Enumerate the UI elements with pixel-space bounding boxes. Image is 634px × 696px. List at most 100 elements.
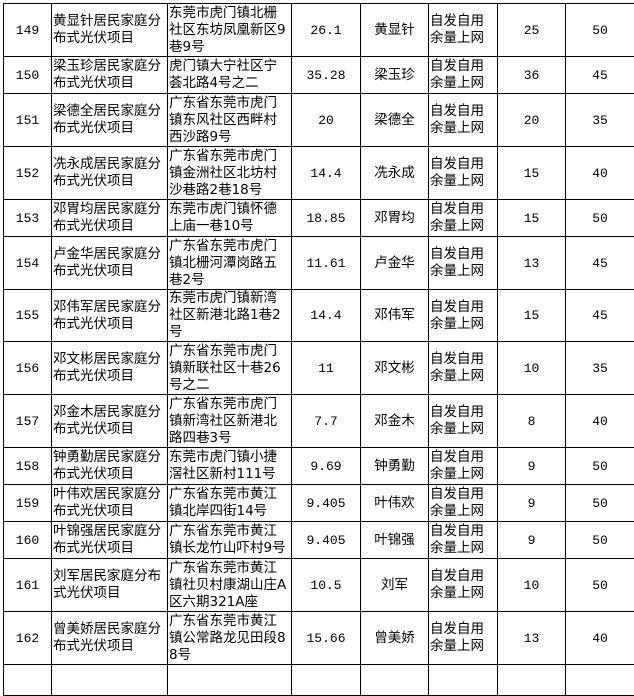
address-cell: 广东省东莞市黄江镇长龙竹山吓村9号: [168, 522, 292, 559]
capacity-cell: 10.5: [292, 559, 361, 612]
value-b-cell: 50: [566, 559, 634, 612]
capacity-cell: 11.61: [292, 237, 361, 290]
grid-mode-cell: 自发自用余量上网: [429, 147, 498, 200]
capacity-cell: 7.7: [292, 395, 361, 448]
owner-name-cell: 卢金华: [361, 237, 429, 290]
capacity-cell: 26.1: [292, 4, 361, 57]
project-name-cell: 邓金木居民家庭分布式光伏项目: [52, 395, 168, 448]
address-cell: 广东省东莞市虎门镇东风社区西畔村西沙路9号: [168, 94, 292, 147]
capacity-cell: 9.405: [292, 485, 361, 522]
grid-mode-cell: 自发自用余量上网: [429, 290, 498, 342]
value-a-cell: 8: [498, 395, 566, 448]
address-cell: 广东省东莞市虎门镇新联社区十巷26号之二: [168, 342, 292, 395]
value-a-cell: 9: [498, 448, 566, 485]
value-a-cell: 36: [498, 57, 566, 94]
value-b-cell: 35: [566, 342, 634, 395]
value-b-cell: 45: [566, 57, 634, 94]
grid-mode-cell: 自发自用余量上网: [429, 612, 498, 665]
value-a-cell: 25: [498, 4, 566, 57]
grid-mode-cell: 自发自用余量上网: [429, 342, 498, 395]
project-name-cell: 邓伟军居民家庭分布式光伏项目: [52, 290, 168, 342]
empty-cell: [52, 665, 168, 696]
capacity-cell: 9.405: [292, 522, 361, 559]
empty-cell: [292, 665, 361, 696]
owner-name-cell: 黄显针: [361, 4, 429, 57]
row-number-cell: 161: [4, 559, 52, 612]
address-cell: 虎门镇大宁社区宁荟北路4号之二: [168, 57, 292, 94]
empty-cell: [498, 665, 566, 696]
row-number-cell: 155: [4, 290, 52, 342]
value-b-cell: 50: [566, 485, 634, 522]
row-number-cell: 149: [4, 4, 52, 57]
value-a-cell: 10: [498, 559, 566, 612]
owner-name-cell: 钟勇勤: [361, 448, 429, 485]
owner-name-cell: 邓伟军: [361, 290, 429, 342]
capacity-cell: 35.28: [292, 57, 361, 94]
row-number-cell: 153: [4, 200, 52, 237]
project-name-cell: 梁玉珍居民家庭分布式光伏项目: [52, 57, 168, 94]
row-number-cell: 162: [4, 612, 52, 665]
value-a-cell: 15: [498, 200, 566, 237]
capacity-cell: 15.66: [292, 612, 361, 665]
project-name-cell: 刘军居民家庭分布式光伏项目: [52, 559, 168, 612]
value-b-cell: 35: [566, 94, 634, 147]
row-number-cell: 160: [4, 522, 52, 559]
project-name-cell: 叶锦强居民家庭分布式光伏项目: [52, 522, 168, 559]
capacity-cell: 18.85: [292, 200, 361, 237]
address-cell: 东莞市虎门镇新湾社区新港北路1巷2号: [168, 290, 292, 342]
grid-mode-cell: 自发自用余量上网: [429, 94, 498, 147]
value-a-cell: 13: [498, 237, 566, 290]
grid-mode-cell: 自发自用余量上网: [429, 522, 498, 559]
grid-mode-cell: 自发自用余量上网: [429, 57, 498, 94]
empty-cell: [361, 665, 429, 696]
address-cell: 广东省东莞市黄江镇北岸四街14号: [168, 485, 292, 522]
owner-name-cell: 梁德全: [361, 94, 429, 147]
capacity-cell: 9.69: [292, 448, 361, 485]
row-number-cell: 151: [4, 94, 52, 147]
value-a-cell: 15: [498, 290, 566, 342]
table-row-partial: [4, 665, 634, 696]
project-name-cell: 邓胃均居民家庭分布式光伏项目: [52, 200, 168, 237]
owner-name-cell: 梁玉珍: [361, 57, 429, 94]
value-b-cell: 40: [566, 395, 634, 448]
value-a-cell: 9: [498, 485, 566, 522]
value-b-cell: 50: [566, 200, 634, 237]
address-cell: 东莞市虎门镇小捷滘社区新村111号: [168, 448, 292, 485]
empty-cell: [4, 665, 52, 696]
value-a-cell: 9: [498, 522, 566, 559]
address-cell: 广东省东莞市虎门镇北栅河潭岗路五巷2号: [168, 237, 292, 290]
address-cell: 广东省东莞市黄江镇公常路龙见田段88号: [168, 612, 292, 665]
project-name-cell: 黄显针居民家庭分布式光伏项目: [52, 4, 168, 57]
empty-cell: [566, 665, 634, 696]
value-b-cell: 45: [566, 290, 634, 342]
owner-name-cell: 刘军: [361, 559, 429, 612]
owner-name-cell: 叶锦强: [361, 522, 429, 559]
value-b-cell: 50: [566, 522, 634, 559]
row-number-cell: 156: [4, 342, 52, 395]
address-cell: 东莞市虎门镇怀德上庙一巷10号: [168, 200, 292, 237]
row-number-cell: 152: [4, 147, 52, 200]
address-cell: 广东省东莞市黄江镇社贝村康湖山庄A区六期321A座: [168, 559, 292, 612]
row-number-cell: 150: [4, 57, 52, 94]
grid-mode-cell: 自发自用余量上网: [429, 485, 498, 522]
grid-mode-cell: 自发自用余量上网: [429, 200, 498, 237]
address-cell: 东莞市虎门镇北栅社区东坊凤凰新区9巷9号: [168, 4, 292, 57]
project-name-cell: 曾美娇居民家庭分布式光伏项目: [52, 612, 168, 665]
row-number-cell: 159: [4, 485, 52, 522]
value-b-cell: 50: [566, 4, 634, 57]
owner-name-cell: 曾美娇: [361, 612, 429, 665]
project-name-cell: 叶伟欢居民家庭分布式光伏项目: [52, 485, 168, 522]
project-name-cell: 梁德全居民家庭分布式光伏项目: [52, 94, 168, 147]
row-number-cell: 157: [4, 395, 52, 448]
owner-name-cell: 叶伟欢: [361, 485, 429, 522]
capacity-cell: 14.4: [292, 290, 361, 342]
